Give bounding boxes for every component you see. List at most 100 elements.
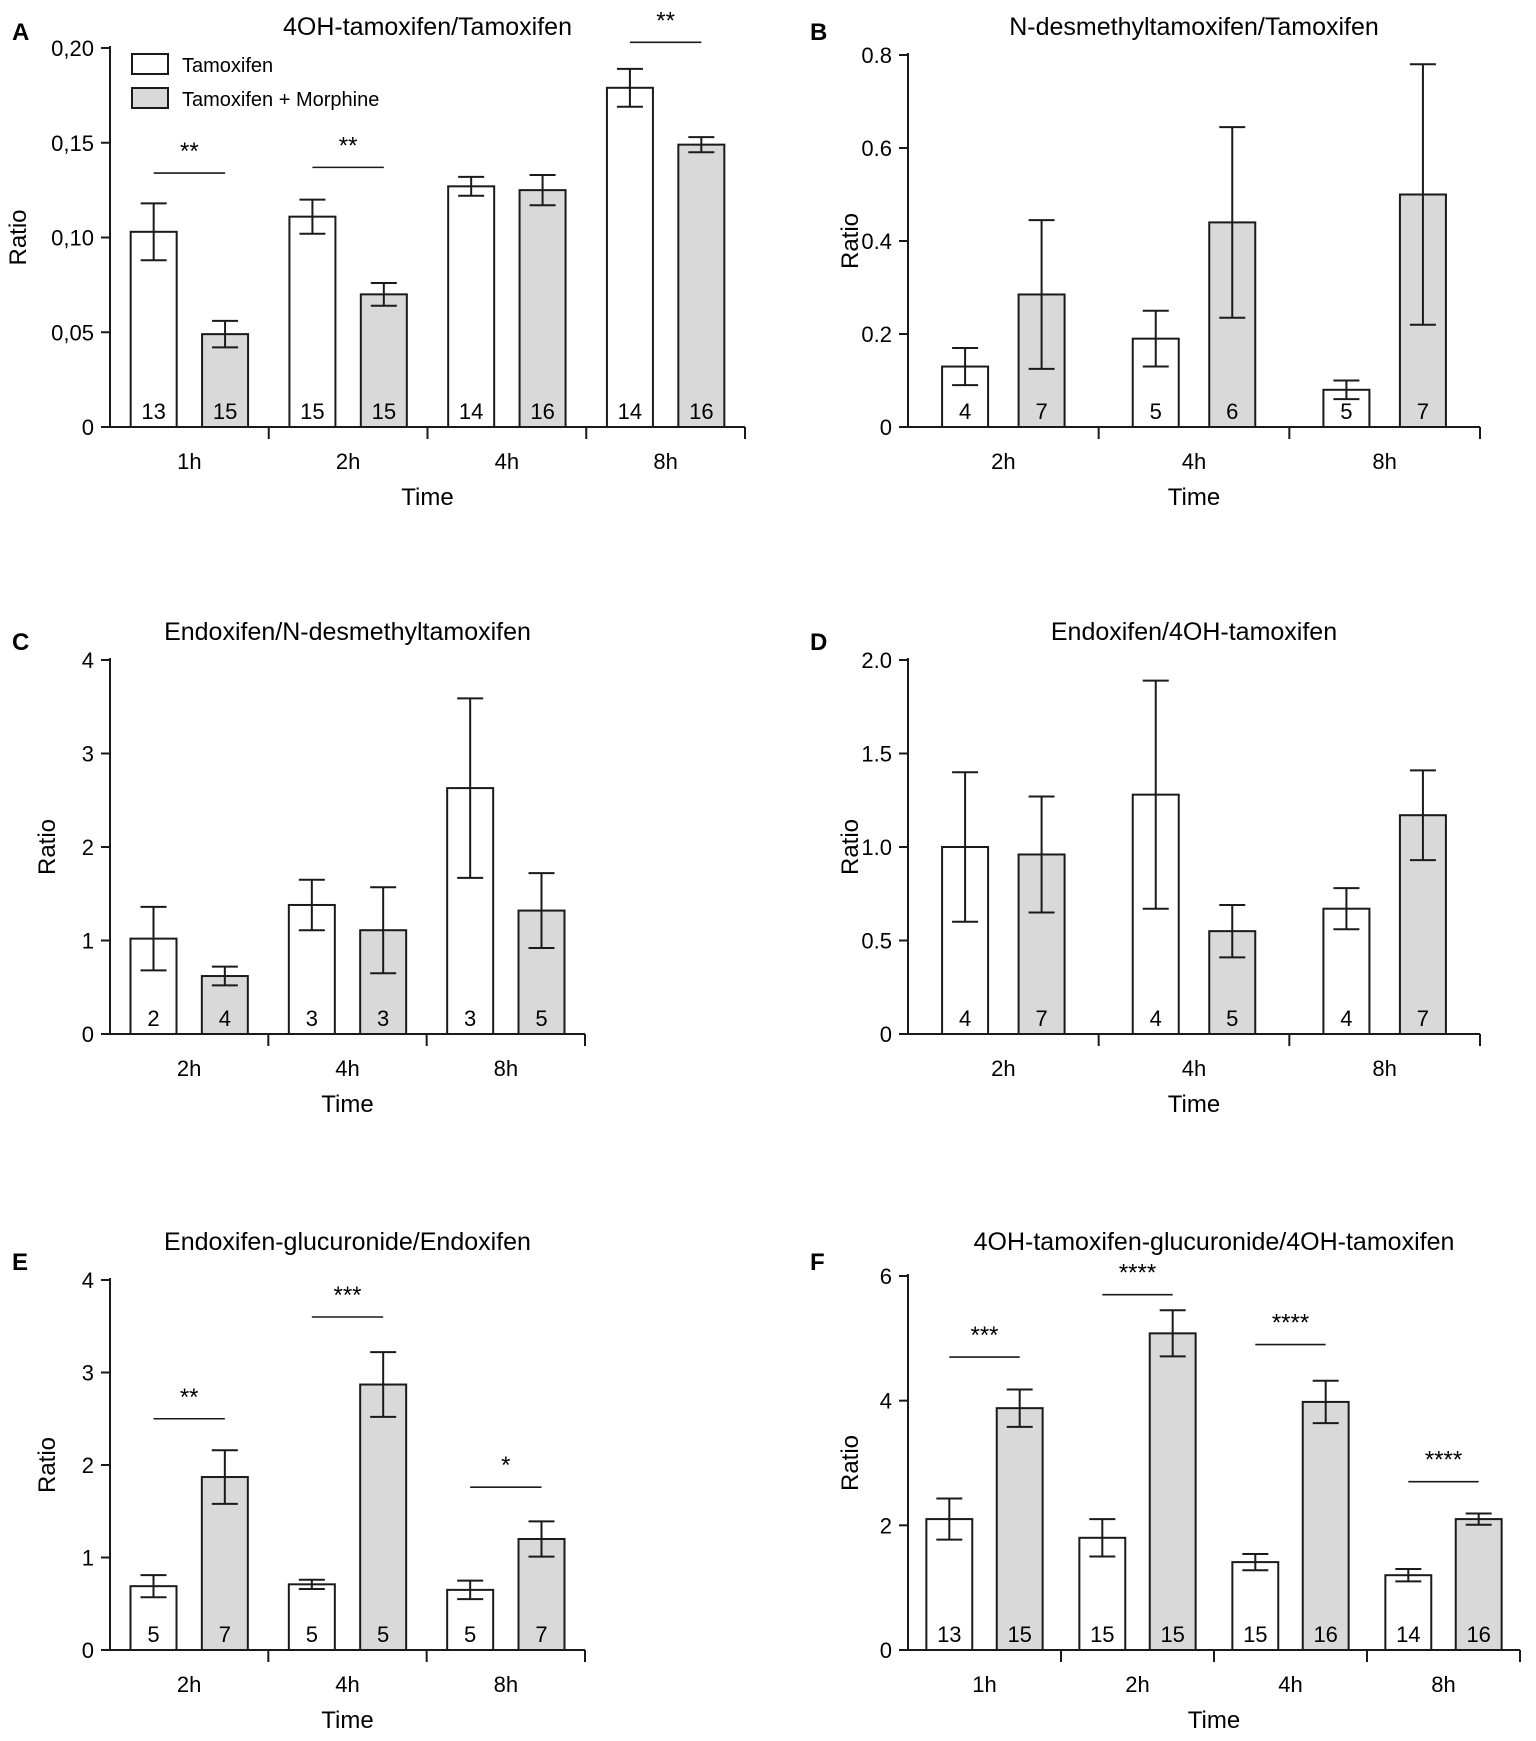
sample-size-label: 3 bbox=[464, 1006, 476, 1031]
sample-size-label: 4 bbox=[219, 1006, 231, 1031]
bar-tamoxifen bbox=[1231, 1561, 1280, 1651]
x-axis-label: Time bbox=[1168, 484, 1220, 511]
sample-size-label: 15 bbox=[300, 399, 324, 424]
sample-size-label: 16 bbox=[530, 399, 554, 424]
panel-c: C Endoxifen/N-desmethyltamoxifen 0 1 2 3 4 Rati… bbox=[12, 618, 586, 1118]
sample-size-label: 5 bbox=[377, 1622, 389, 1647]
sample-size-label: 7 bbox=[1035, 399, 1047, 424]
bar-tamoxifen bbox=[288, 215, 337, 428]
sample-size-label: 16 bbox=[689, 399, 713, 424]
x-tick-label: 4h bbox=[335, 1056, 359, 1081]
sample-size-label: 14 bbox=[1396, 1622, 1420, 1647]
sample-size-label: 3 bbox=[306, 1006, 318, 1031]
sample-size-label: 5 bbox=[464, 1622, 476, 1647]
y-tick-label: 4 bbox=[880, 1389, 892, 1414]
sample-size-label: 7 bbox=[1417, 1006, 1429, 1031]
x-tick-label: 4h bbox=[495, 449, 519, 474]
y-tick-label: 0,05 bbox=[51, 320, 94, 345]
x-tick-label: 8h bbox=[1372, 1056, 1396, 1081]
sample-size-label: 5 bbox=[1340, 399, 1352, 424]
significance-stars: ** bbox=[656, 7, 675, 34]
y-tick-label: 0 bbox=[880, 1022, 892, 1047]
x-axis-label: Time bbox=[1168, 1091, 1220, 1118]
panel-letter: A bbox=[12, 19, 29, 46]
x-axis-label: Time bbox=[401, 484, 453, 511]
bar-tamoxifen-morphine bbox=[677, 143, 726, 429]
sample-size-label: 7 bbox=[1417, 399, 1429, 424]
bar-tamoxifen-morphine bbox=[1454, 1518, 1503, 1651]
y-tick-label: 1.5 bbox=[861, 742, 892, 767]
sample-size-label: 4 bbox=[959, 399, 971, 424]
x-tick-label: 4h bbox=[1182, 1056, 1206, 1081]
panel-b: B N-desmethyltamoxifen/Tamoxifen 0 0.2 0.4 0.… bbox=[810, 13, 1481, 511]
x-tick-label: 1h bbox=[972, 1672, 996, 1697]
y-axis-label: Ratio bbox=[34, 1437, 61, 1493]
chart-title: N-desmethyltamoxifen/Tamoxifen bbox=[1009, 13, 1379, 41]
sample-size-label: 16 bbox=[1466, 1622, 1490, 1647]
sample-size-label: 5 bbox=[1150, 399, 1162, 424]
legend-label: Tamoxifen bbox=[182, 55, 273, 77]
x-tick-label: 8h bbox=[1431, 1672, 1455, 1697]
y-axis-label: Ratio bbox=[837, 1435, 864, 1491]
bar-tamoxifen-morphine bbox=[201, 333, 250, 428]
y-tick-label: 1.0 bbox=[861, 835, 892, 860]
y-tick-label: 3 bbox=[82, 742, 94, 767]
y-tick-label: 4 bbox=[82, 1268, 94, 1293]
y-tick-label: 0,20 bbox=[51, 36, 94, 61]
x-tick-label: 2h bbox=[991, 449, 1015, 474]
y-tick-label: 2.0 bbox=[861, 648, 892, 673]
y-tick-label: 0.4 bbox=[861, 229, 892, 254]
x-tick-label: 1h bbox=[177, 449, 201, 474]
y-tick-label: 0,10 bbox=[51, 226, 94, 251]
significance-stars: * bbox=[501, 1452, 510, 1479]
sample-size-label: 15 bbox=[213, 399, 237, 424]
bar-tamoxifen bbox=[129, 230, 178, 428]
sample-size-label: 15 bbox=[1007, 1622, 1031, 1647]
bar-tamoxifen bbox=[287, 1583, 336, 1651]
sample-size-label: 2 bbox=[147, 1006, 159, 1031]
sample-size-label: 15 bbox=[1243, 1622, 1267, 1647]
bar-tamoxifen bbox=[446, 787, 495, 1035]
significance-stars: **** bbox=[1119, 1260, 1156, 1287]
x-axis-label: Time bbox=[321, 1091, 373, 1118]
x-tick-label: 2h bbox=[991, 1056, 1015, 1081]
chart-title: 4OH-tamoxifen/Tamoxifen bbox=[283, 13, 572, 41]
x-tick-label: 2h bbox=[177, 1056, 201, 1081]
sample-size-label: 15 bbox=[1160, 1622, 1184, 1647]
significance-stars: ** bbox=[180, 1384, 199, 1411]
bar-tamoxifen-morphine bbox=[518, 189, 567, 428]
y-tick-label: 2 bbox=[82, 1453, 94, 1478]
legend-swatch bbox=[131, 87, 169, 109]
y-tick-label: 4 bbox=[82, 648, 94, 673]
x-tick-label: 8h bbox=[653, 449, 677, 474]
chart-title: Endoxifen/N-desmethyltamoxifen bbox=[164, 618, 531, 646]
sample-size-label: 3 bbox=[377, 1006, 389, 1031]
panel-f: F 4OH-tamoxifen-glucuronide/4OH-tamoxifen… bbox=[810, 1228, 1521, 1734]
legend-swatch bbox=[131, 53, 169, 75]
y-tick-label: 1 bbox=[82, 929, 94, 954]
panel-d: D Endoxifen/4OH-tamoxifen 0 0.5 1.0 1.5 2.0 Rat… bbox=[810, 618, 1481, 1118]
bar-tamoxifen-morphine bbox=[359, 1383, 408, 1652]
sample-size-label: 5 bbox=[147, 1622, 159, 1647]
y-tick-label: 2 bbox=[880, 1513, 892, 1538]
y-tick-label: 0 bbox=[82, 415, 94, 440]
significance-stars: ** bbox=[339, 132, 358, 159]
legend: Tamoxifen Tamoxifen + Morphine bbox=[131, 53, 379, 111]
y-tick-label: 0.5 bbox=[861, 929, 892, 954]
sample-size-label: 4 bbox=[1150, 1006, 1162, 1031]
sample-size-label: 7 bbox=[1035, 1006, 1047, 1031]
chart-title: Endoxifen-glucuronide/Endoxifen bbox=[164, 1228, 531, 1256]
y-tick-label: 0.8 bbox=[861, 43, 892, 68]
sample-size-label: 14 bbox=[618, 399, 642, 424]
y-tick-label: 6 bbox=[880, 1264, 892, 1289]
x-tick-label: 2h bbox=[177, 1672, 201, 1697]
bar-tamoxifen-morphine bbox=[995, 1407, 1044, 1651]
y-axis-label: Ratio bbox=[5, 209, 32, 265]
bar-tamoxifen bbox=[925, 1518, 974, 1651]
sample-size-label: 5 bbox=[535, 1006, 547, 1031]
x-tick-label: 2h bbox=[336, 449, 360, 474]
x-tick-label: 4h bbox=[335, 1672, 359, 1697]
sample-size-label: 5 bbox=[306, 1622, 318, 1647]
y-axis-label: Ratio bbox=[837, 213, 864, 269]
bar-tamoxifen-morphine bbox=[1148, 1332, 1197, 1651]
